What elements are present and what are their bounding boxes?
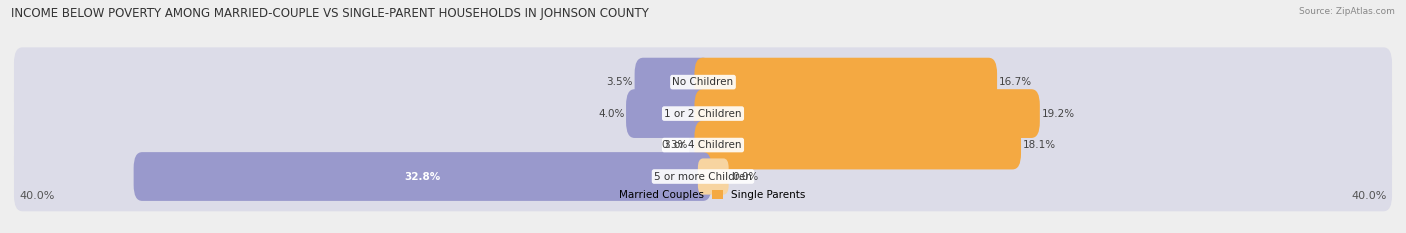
Text: 40.0%: 40.0% (20, 191, 55, 201)
Legend: Married Couples, Single Parents: Married Couples, Single Parents (596, 186, 810, 204)
FancyBboxPatch shape (14, 79, 1392, 148)
Text: INCOME BELOW POVERTY AMONG MARRIED-COUPLE VS SINGLE-PARENT HOUSEHOLDS IN JOHNSON: INCOME BELOW POVERTY AMONG MARRIED-COUPL… (11, 7, 650, 20)
FancyBboxPatch shape (634, 58, 711, 106)
Text: 0.3%: 0.3% (661, 140, 688, 150)
Text: 4.0%: 4.0% (598, 109, 624, 119)
Text: 32.8%: 32.8% (405, 171, 440, 182)
Text: 19.2%: 19.2% (1042, 109, 1074, 119)
Text: Source: ZipAtlas.com: Source: ZipAtlas.com (1299, 7, 1395, 16)
Text: 40.0%: 40.0% (1351, 191, 1386, 201)
Text: 18.1%: 18.1% (1022, 140, 1056, 150)
FancyBboxPatch shape (14, 110, 1392, 180)
Text: 0.0%: 0.0% (733, 171, 758, 182)
Text: 16.7%: 16.7% (998, 77, 1032, 87)
Text: 3.5%: 3.5% (606, 77, 633, 87)
FancyBboxPatch shape (14, 142, 1392, 211)
FancyBboxPatch shape (697, 158, 728, 195)
Text: 3 or 4 Children: 3 or 4 Children (664, 140, 742, 150)
FancyBboxPatch shape (695, 89, 1040, 138)
FancyBboxPatch shape (134, 152, 711, 201)
Text: No Children: No Children (672, 77, 734, 87)
FancyBboxPatch shape (626, 89, 711, 138)
Text: 5 or more Children: 5 or more Children (654, 171, 752, 182)
FancyBboxPatch shape (695, 58, 997, 106)
Text: 1 or 2 Children: 1 or 2 Children (664, 109, 742, 119)
FancyBboxPatch shape (689, 121, 711, 169)
FancyBboxPatch shape (695, 121, 1021, 169)
FancyBboxPatch shape (14, 47, 1392, 117)
